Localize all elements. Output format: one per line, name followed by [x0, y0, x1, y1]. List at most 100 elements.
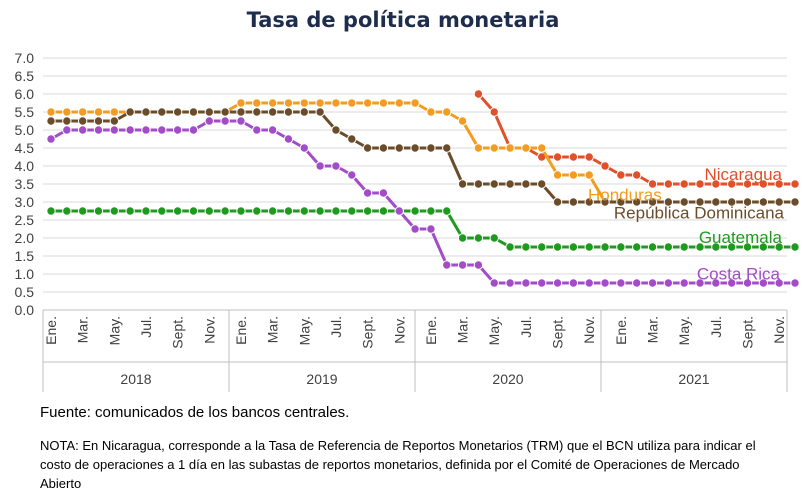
data-point: [362, 206, 373, 216]
data-point: [790, 278, 800, 288]
data-point: [267, 206, 278, 216]
data-point: [505, 242, 515, 252]
data-point: [552, 278, 563, 288]
data-point: [442, 206, 452, 216]
x-tick-label: Ene.: [233, 316, 249, 345]
data-point: [77, 125, 88, 135]
data-point: [537, 143, 547, 153]
data-point: [489, 143, 499, 153]
data-point: [537, 278, 547, 288]
data-point: [632, 170, 642, 180]
data-point: [204, 107, 215, 117]
data-point: [62, 206, 72, 216]
data-point: [299, 107, 309, 117]
data-point: [726, 278, 737, 288]
data-point: [77, 206, 88, 216]
data-point: [552, 242, 563, 252]
data-point: [711, 197, 721, 207]
data-point: [552, 170, 563, 180]
data-point: [378, 98, 389, 108]
data-point: [410, 98, 420, 108]
data-point: [790, 197, 800, 207]
x-tick-label: May.: [486, 316, 502, 345]
data-point: [632, 197, 642, 207]
y-tick-label: 7.0: [15, 50, 35, 66]
data-point: [267, 107, 278, 117]
data-point: [252, 125, 262, 135]
data-point: [742, 242, 753, 252]
y-tick-label: 3.5: [15, 176, 35, 192]
data-point: [442, 143, 452, 153]
data-point: [521, 143, 531, 153]
data-point: [172, 125, 183, 135]
data-point: [632, 278, 642, 288]
data-point: [600, 278, 610, 288]
data-point: [758, 278, 769, 288]
data-point: [600, 242, 610, 252]
data-point: [109, 206, 120, 216]
x-tick-label: May.: [676, 316, 692, 345]
data-point: [568, 152, 579, 162]
data-point: [695, 179, 705, 189]
data-point: [62, 125, 72, 135]
year-label: 2020: [492, 371, 523, 387]
data-point: [362, 98, 373, 108]
source-note: Fuente: comunicados de los bancos centra…: [40, 404, 350, 421]
data-point: [695, 242, 705, 252]
x-tick-label: Nov.: [581, 316, 597, 344]
series-label-guatemala: Guatemala: [699, 228, 783, 247]
data-point: [742, 278, 753, 288]
data-point: [362, 143, 373, 153]
data-point: [521, 242, 531, 252]
data-point: [299, 98, 309, 108]
data-point: [521, 278, 531, 288]
y-tick-label: 2.5: [15, 212, 35, 228]
y-tick-label: 0.0: [15, 302, 35, 318]
data-point: [552, 152, 563, 162]
data-point: [315, 98, 325, 108]
data-point: [473, 179, 484, 189]
x-tick-label: Ene.: [613, 316, 629, 345]
data-point: [790, 242, 800, 252]
x-tick-label: Mar.: [75, 316, 91, 343]
data-point: [552, 197, 563, 207]
footnote: NOTA: En Nicaragua, corresponde a la Tas…: [40, 438, 756, 491]
data-point: [141, 107, 151, 117]
axes: 0.0 0.5 1.0 1.5 2.0 2.5 3.0 3.5 4.0 4.5 5.0 5.5 6.0 6…: [15, 50, 788, 392]
data-point: [426, 143, 436, 153]
year-label: 2021: [678, 371, 709, 387]
x-tick-label: Mar.: [265, 316, 281, 343]
data-point: [204, 116, 215, 126]
data-point: [188, 107, 199, 117]
data-point: [410, 143, 420, 153]
data-point: [62, 116, 72, 126]
data-point: [616, 278, 626, 288]
data-point: [663, 242, 674, 252]
data-point: [758, 197, 769, 207]
data-point: [426, 224, 436, 234]
data-point: [220, 107, 230, 117]
data-point: [711, 179, 721, 189]
data-point: [473, 89, 484, 99]
year-label: 2018: [120, 371, 151, 387]
data-point: [505, 278, 515, 288]
data-point: [410, 206, 420, 216]
data-point: [283, 134, 294, 144]
y-tick-label: 4.5: [15, 140, 35, 156]
data-point: [758, 179, 769, 189]
data-point: [457, 260, 468, 270]
y-tick-label: 1.0: [15, 266, 35, 282]
data-point: [220, 206, 230, 216]
data-point: [188, 125, 199, 135]
data-point: [742, 179, 753, 189]
data-point: [568, 197, 579, 207]
data-point: [283, 206, 294, 216]
x-tick-label: Nov.: [201, 316, 217, 344]
data-point: [347, 170, 357, 180]
data-point: [663, 179, 674, 189]
y-tick-label: 3.0: [15, 194, 35, 210]
data-point: [426, 107, 436, 117]
data-point: [489, 233, 499, 243]
y-tick-label: 0.5: [15, 284, 35, 300]
data-point: [77, 107, 88, 117]
